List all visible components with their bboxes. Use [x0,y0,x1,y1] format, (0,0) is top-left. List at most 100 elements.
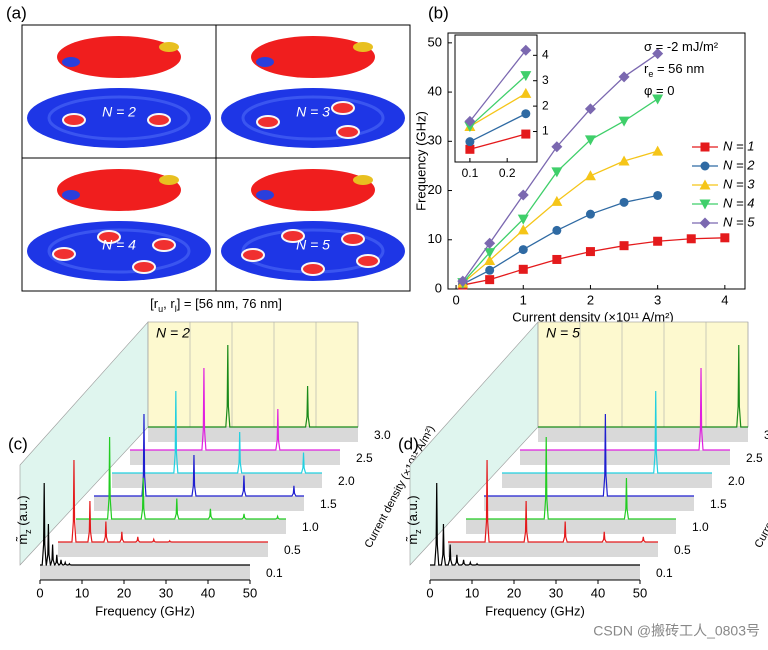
series-line [469,92,527,127]
cell-label: N = 3 [296,104,330,120]
back-wall [147,321,359,428]
marker [618,155,630,166]
marker [686,234,696,244]
spectrum-trace [40,482,250,566]
bottom-layer-ring [47,95,191,141]
marker [699,217,711,229]
depth-axis-label: Current density (×10¹¹ A/m²) [753,424,768,550]
x-tick-label: 50 [243,585,257,600]
marker [484,248,496,259]
depth-tick-label: 0.1 [266,566,283,580]
trace-floor [94,496,304,511]
marker [518,245,528,255]
x-tick-label: 0.1 [462,166,479,180]
annotation-part: φ = 0 [644,83,674,98]
marker [521,129,531,139]
spectrum-trace [484,413,694,497]
depth-tick-label: 1.5 [710,497,727,511]
series-line [469,133,526,150]
marker [652,94,664,105]
trace-floor [538,427,748,442]
trace-floor [58,542,268,557]
top-layer-spot [62,57,80,67]
skyrmion-spot [97,230,121,244]
skyrmion-spot [301,262,325,276]
legend-label: N = 5 [723,214,755,229]
trace-floor [148,427,358,442]
x-tick-label: 0.2 [499,166,516,180]
marker [484,237,496,249]
y-axis-label: m̃z (a.u.) [405,495,423,544]
panel-a-caption: [ru, rl] = [56 nm, 76 nm] [150,296,282,314]
spectrum-trace [112,390,322,474]
annotation: σ = -2 mJ/m² [644,39,719,54]
y-tick-label: 4 [542,47,549,61]
marker [652,48,664,60]
trace-floor [466,519,676,534]
y-tick-label: 1 [542,124,549,138]
skyrmion-spot [132,260,156,274]
x-tick-label: 3 [654,292,661,307]
x-axis-label: Current density (×10¹¹ A/m²) [512,309,673,324]
cell-label: N = 4 [102,237,136,253]
marker [585,247,595,257]
trace-floor [484,496,694,511]
spectrum-trace [94,413,304,497]
trace-floor [520,450,730,465]
marker [465,137,475,147]
marker [619,241,629,251]
marker [584,103,596,115]
x-tick-label: 20 [507,585,521,600]
legend-label: N = 1 [723,138,754,153]
y-tick-label: 20 [428,182,442,197]
y-tick-label: 10 [428,231,442,246]
marker [465,144,475,154]
marker [699,199,711,210]
x-tick-label: 20 [117,585,131,600]
marker [520,44,532,56]
series-line [469,49,527,122]
panel-a-caption-part: ] = [56 nm, 76 nm] [177,296,282,311]
x-axis-label: Frequency (GHz) [485,603,585,618]
panel-a-caption-part: l [175,304,177,314]
skyrmion-spot [147,113,171,127]
marker [653,236,663,246]
marker [484,254,496,265]
marker [517,214,529,225]
panel-title: N = 2 [156,325,190,341]
skyrmion-top-layer [251,36,375,78]
depth-tick-label: 1.0 [692,520,709,534]
marker [464,121,476,132]
bottom-layer-ring [47,228,191,274]
bottom-layer-ring [241,95,385,141]
trace-floor [448,542,658,557]
annotation-part: e [648,69,653,79]
skyrmion-top-layer [57,36,181,78]
y-tick-label: 0 [435,280,442,295]
skyrmion-spot [152,238,176,252]
marker [518,264,528,274]
top-layer-spot [256,57,274,67]
annotation-part: r [644,61,649,76]
legend-label: N = 2 [723,157,755,172]
depth-tick-label: 0.5 [284,543,301,557]
marker [652,145,664,156]
y-axis-label-part: (a.u.) [405,495,420,529]
marker [552,225,562,235]
depth-tick-label: 3.0 [374,428,391,442]
panel-label: (b) [428,3,449,22]
x-tick-label: 2 [587,292,594,307]
x-tick-label: 30 [159,585,173,600]
panel-label: (d) [398,434,419,453]
y-axis-label: m̃z (a.u.) [15,495,33,544]
marker [521,109,531,119]
x-tick-label: 30 [549,585,563,600]
marker [584,135,596,146]
series-line [469,113,527,143]
annotation-part: = 56 nm [653,61,704,76]
x-tick-label: 4 [721,292,728,307]
x-tick-label: 1 [520,292,527,307]
y-axis-label: Frequency (GHz) [413,111,428,211]
top-layer-spot [159,42,179,52]
